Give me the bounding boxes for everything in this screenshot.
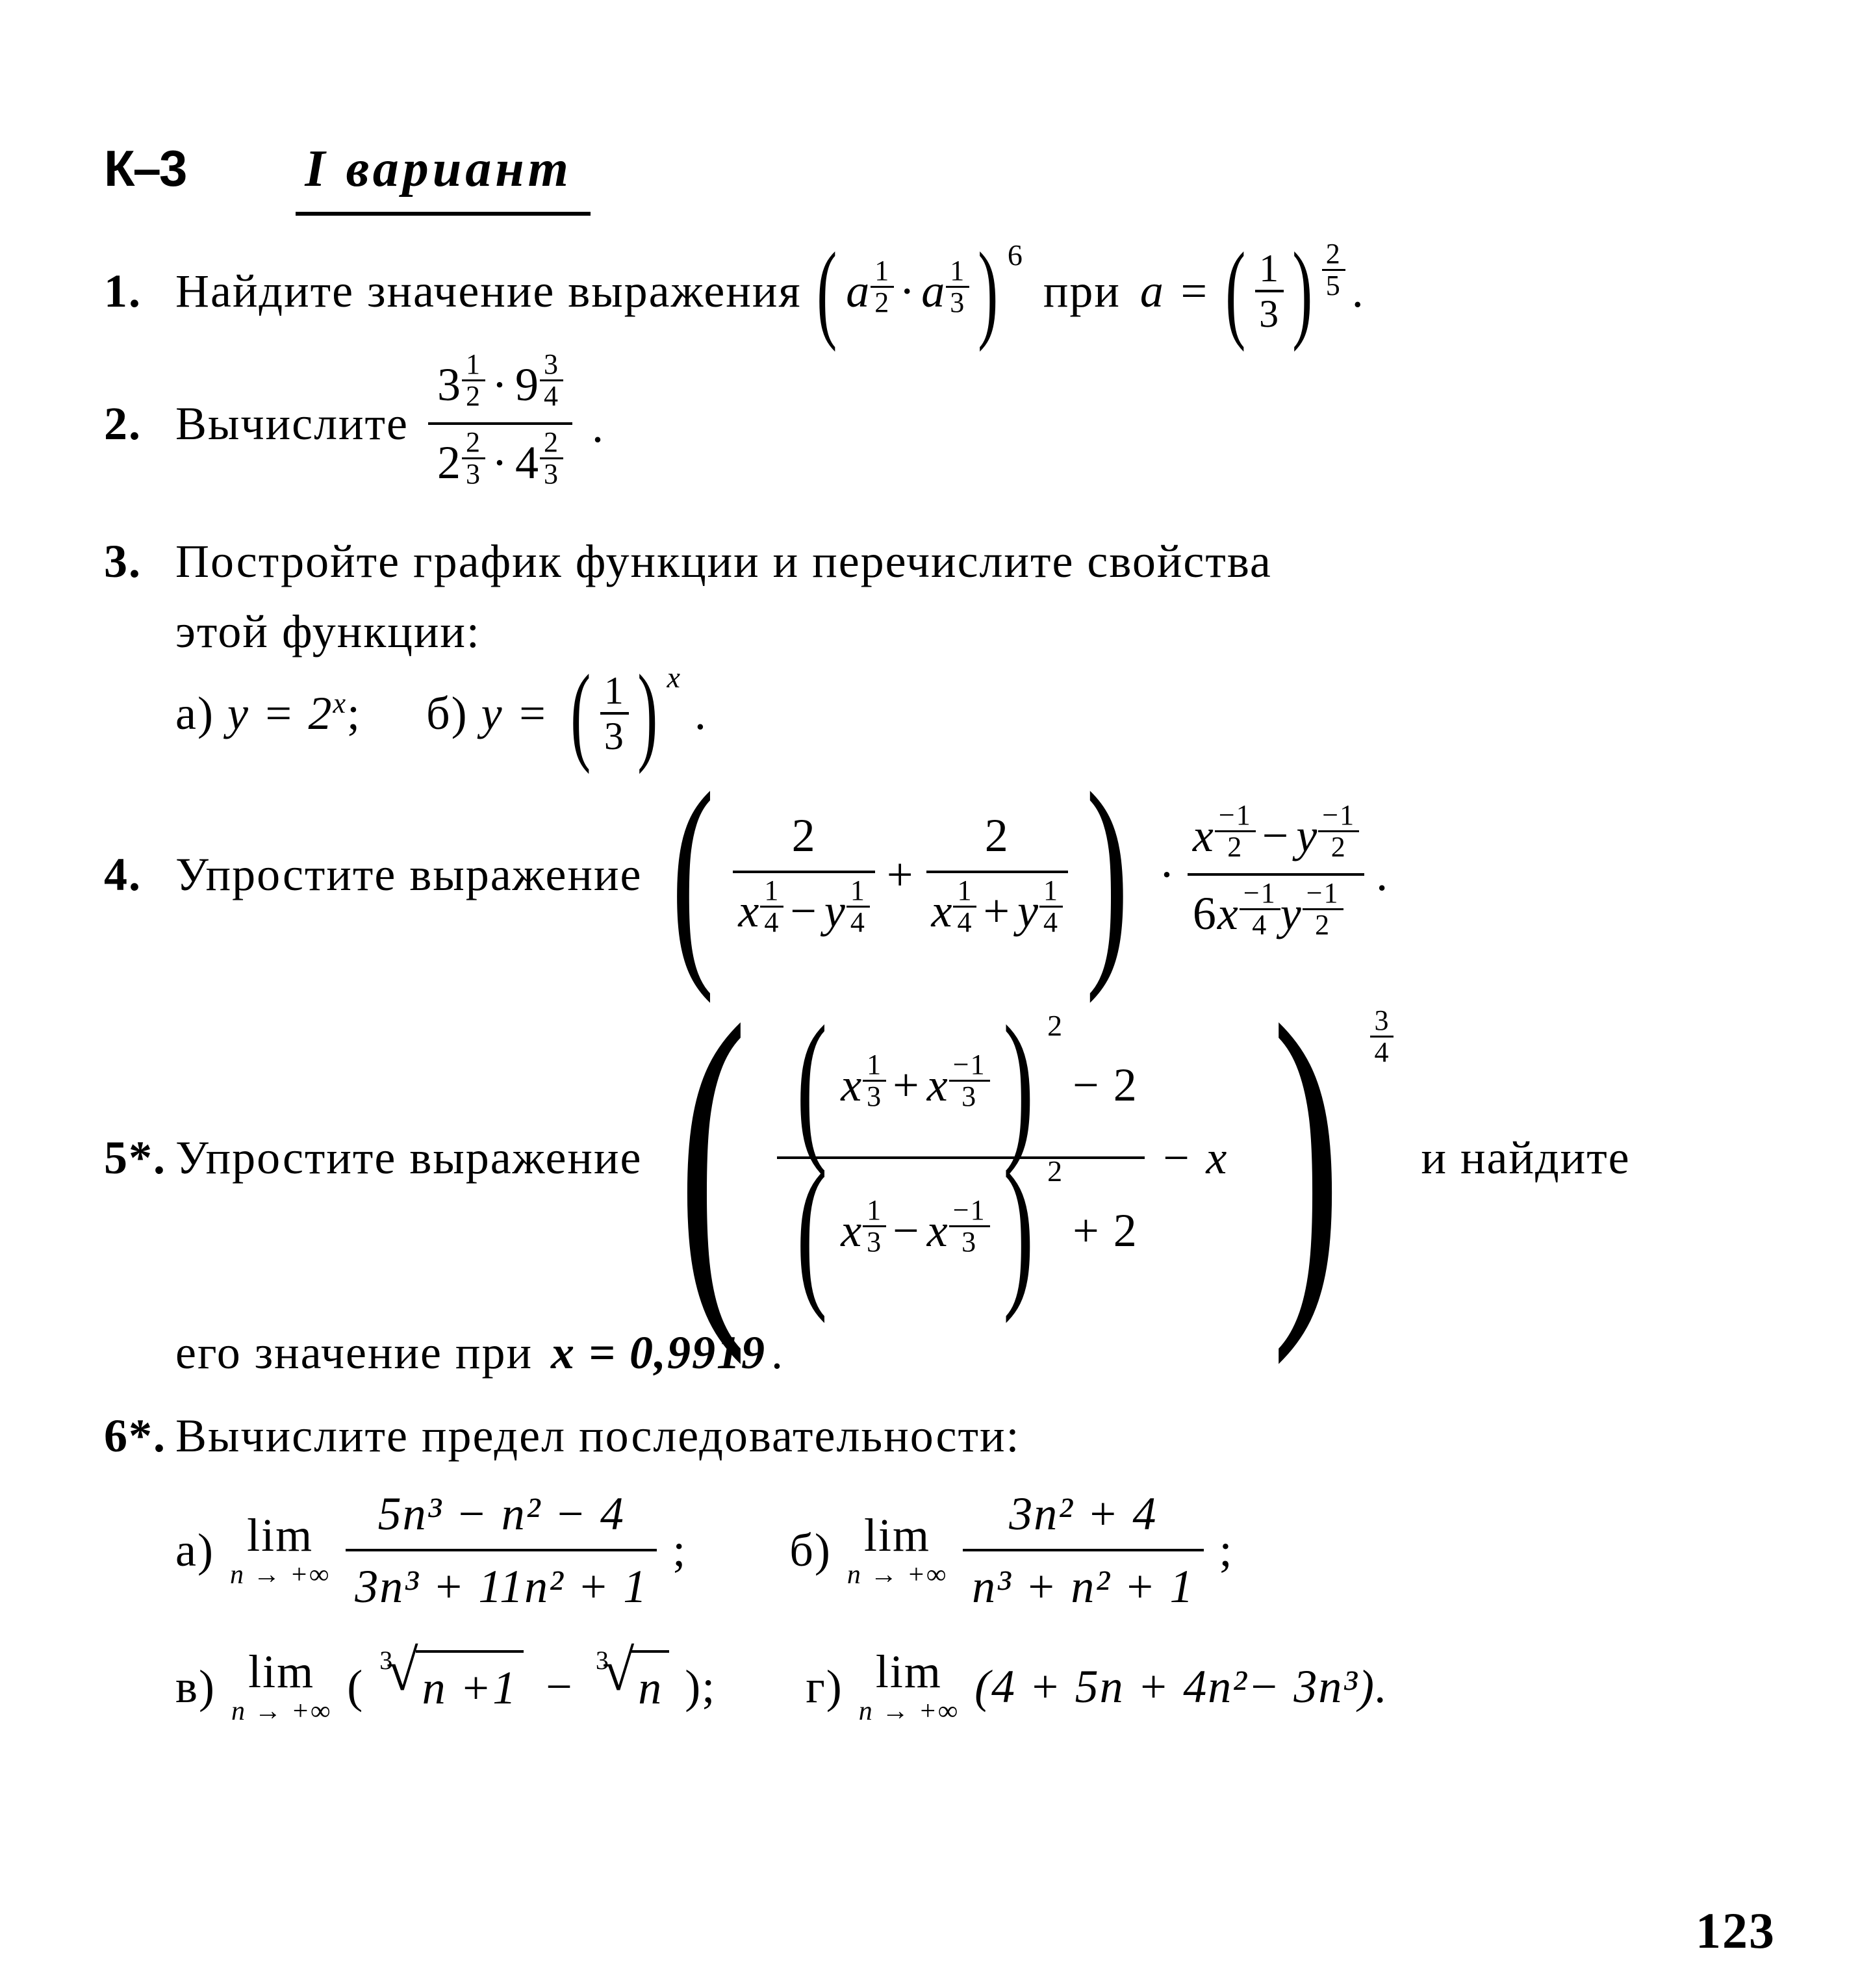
section-code: К–3 <box>104 131 185 207</box>
text: Найдите значение выражения <box>175 256 802 326</box>
problem-2: 2. Вычислите 3 12 · 9 34 2 23 · 4 23 <box>104 347 1780 500</box>
page-number: 123 <box>1696 1892 1793 1969</box>
problem-body: Найдите значение выражения a 12 · a 13 <box>175 247 1780 335</box>
big-fraction: 3 12 · 9 34 2 23 · 4 23 <box>428 347 572 500</box>
problem-number: 1. <box>104 256 175 326</box>
exp-1-2: 12 <box>871 256 894 318</box>
right-fraction: x −12 − y −12 6 x −14 y −12 <box>1188 798 1364 951</box>
big-paren: 2 x 14 − y 14 + 2 x <box>654 781 1147 968</box>
expr-paren: a 12 · a 13 6 <box>808 247 1024 335</box>
header: К–3 I вариант <box>104 130 1780 216</box>
problem-1: 1. Найдите значение выражения a 12 · a 1… <box>104 247 1780 335</box>
worksheet-page: К–3 I вариант 1. Найдите значение выраже… <box>0 0 1871 1988</box>
huge-paren: x 13 + x −13 2 − 2 <box>650 1013 1370 1302</box>
problem-5: 5*. Упростите выражение x <box>104 1013 1780 1302</box>
value-a: 1 3 2 5 <box>1217 247 1345 335</box>
variant-title: I вариант <box>296 130 590 216</box>
problem-5-line2: его значение при x = 0,9919. <box>104 1318 1780 1388</box>
exp-1-3: 13 <box>946 256 969 318</box>
paren: a 12 · a 13 <box>808 247 1008 335</box>
problem-4: 4. Упростите выражение 2 x 14 − y 14 <box>104 781 1780 968</box>
problem-6: 6*. Вычислите предел последовательности:… <box>104 1401 1780 1726</box>
problem-3: 3. Постройте график функции и перечислит… <box>104 526 1780 758</box>
